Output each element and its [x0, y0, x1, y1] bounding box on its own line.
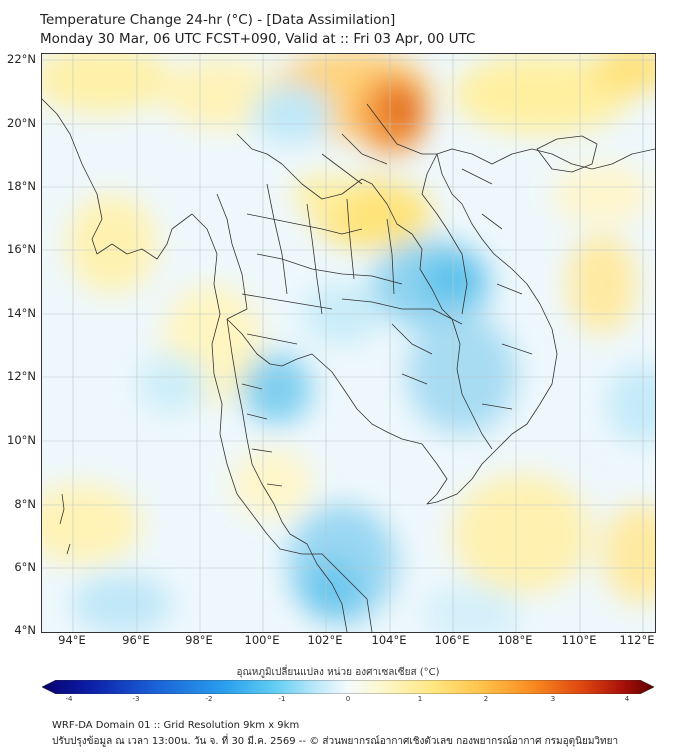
- footer-model-info: WRF-DA Domain 01 :: Grid Resolution 9km …: [52, 720, 300, 731]
- lon-label-110e: 110°E: [561, 633, 597, 647]
- colorbar-tick: -1: [278, 695, 286, 703]
- colorbar-tick: 2: [483, 695, 489, 703]
- lat-label-4n: 4°N: [14, 623, 36, 637]
- colorbar-tick: -3: [132, 695, 140, 703]
- map-title: Temperature Change 24-hr (°C) - [Data As…: [40, 12, 396, 28]
- colorbar-tick: 3: [550, 695, 556, 703]
- lon-label-106e: 106°E: [434, 633, 470, 647]
- lon-label-94e: 94°E: [58, 633, 86, 647]
- lon-label-98e: 98°E: [185, 633, 213, 647]
- lat-label-22n: 22°N: [7, 52, 36, 66]
- lat-label-12n: 12°N: [7, 369, 36, 383]
- map-panel: [41, 53, 656, 633]
- colorbar: [42, 680, 654, 694]
- lat-label-18n: 18°N: [7, 179, 36, 193]
- lat-label-14n: 14°N: [7, 306, 36, 320]
- lat-label-16n: 16°N: [7, 242, 36, 256]
- country-borders: [42, 98, 655, 632]
- graticule: [42, 54, 655, 632]
- colorbar-title: อุณหภูมิเปลี่ยนแปลง หน่วย องศาเซลเซียส (…: [236, 667, 440, 678]
- map-subtitle: Monday 30 Mar, 06 UTC FCST+090, Valid at…: [40, 31, 476, 47]
- lon-label-104e: 104°E: [371, 633, 407, 647]
- lat-label-6n: 6°N: [14, 560, 36, 574]
- lat-label-8n: 8°N: [14, 497, 36, 511]
- colorbar-tick: -4: [65, 695, 73, 703]
- temperature-change-map: [42, 54, 655, 632]
- colorbar-tick: 4: [624, 695, 630, 703]
- lon-label-96e: 96°E: [122, 633, 150, 647]
- colorbar-tick: 1: [417, 695, 423, 703]
- lon-label-108e: 108°E: [497, 633, 533, 647]
- lat-label-20n: 20°N: [7, 116, 36, 130]
- lon-label-112e: 112°E: [619, 633, 655, 647]
- lat-label-10n: 10°N: [7, 433, 36, 447]
- lon-label-102e: 102°E: [307, 633, 343, 647]
- colorbar-tick: 0: [345, 695, 351, 703]
- footer-credit: ปรับปรุงข้อมูล ณ เวลา 13:00น. วัน จ. ที่…: [52, 736, 619, 747]
- colorbar-tick: -2: [205, 695, 213, 703]
- lon-label-100e: 100°E: [244, 633, 280, 647]
